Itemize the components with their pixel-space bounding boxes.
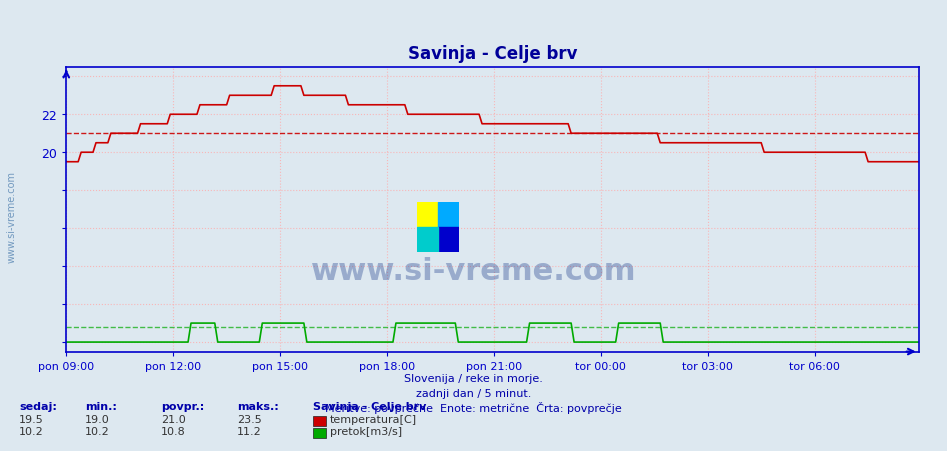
Text: 10.8: 10.8	[161, 426, 186, 436]
Text: min.:: min.:	[85, 401, 117, 411]
Text: povpr.:: povpr.:	[161, 401, 205, 411]
Text: 21.0: 21.0	[161, 414, 186, 423]
Bar	[417, 203, 438, 228]
Text: pretok[m3/s]: pretok[m3/s]	[330, 426, 402, 436]
Text: temperatura[C]: temperatura[C]	[330, 414, 417, 423]
Text: www.si-vreme.com: www.si-vreme.com	[311, 256, 636, 285]
Text: zadnji dan / 5 minut.: zadnji dan / 5 minut.	[416, 388, 531, 398]
Text: www.si-vreme.com: www.si-vreme.com	[7, 170, 16, 262]
Text: 19.0: 19.0	[85, 414, 110, 423]
Text: 19.5: 19.5	[19, 414, 44, 423]
Text: 10.2: 10.2	[19, 426, 44, 436]
Title: Savinja - Celje brv: Savinja - Celje brv	[408, 46, 577, 63]
Text: 23.5: 23.5	[237, 414, 261, 423]
Text: 10.2: 10.2	[85, 426, 110, 436]
Bar	[438, 228, 459, 253]
Bar	[313, 416, 326, 426]
Text: sedaj:: sedaj:	[19, 401, 57, 411]
Text: Meritve: povprečne  Enote: metrične  Črta: povprečje: Meritve: povprečne Enote: metrične Črta:…	[325, 401, 622, 413]
Bar	[438, 203, 459, 228]
Text: maks.:: maks.:	[237, 401, 278, 411]
Text: Savinja - Celje brv: Savinja - Celje brv	[313, 401, 426, 411]
Text: 11.2: 11.2	[237, 426, 261, 436]
Text: Slovenija / reke in morje.: Slovenija / reke in morje.	[404, 373, 543, 383]
Bar	[313, 428, 326, 438]
Bar	[417, 228, 438, 253]
